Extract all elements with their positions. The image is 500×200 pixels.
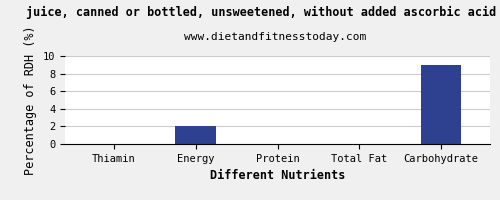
X-axis label: Different Nutrients: Different Nutrients (210, 169, 345, 182)
Bar (420, 65, 462, 144)
Bar (176, 126, 216, 144)
Text: juice, canned or bottled, unsweetened, without added ascorbic acid per: juice, canned or bottled, unsweetened, w… (26, 6, 500, 19)
Text: www.dietandfitnesstoday.com: www.dietandfitnesstoday.com (184, 32, 366, 42)
Y-axis label: Percentage of RDH (%): Percentage of RDH (%) (24, 25, 37, 175)
